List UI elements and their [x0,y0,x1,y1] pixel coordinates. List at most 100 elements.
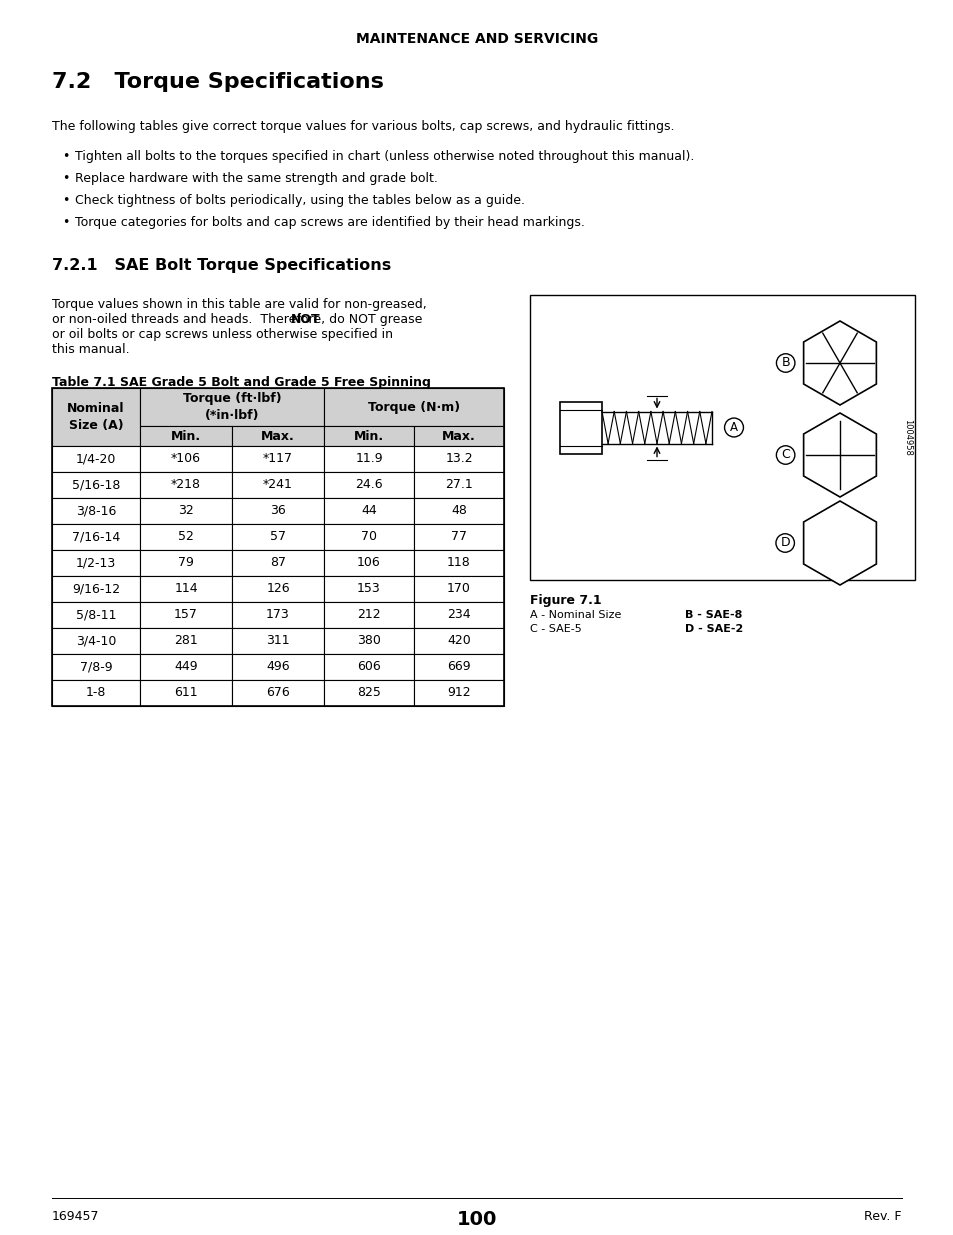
Text: 3/4-10: 3/4-10 [75,635,116,647]
Text: 153: 153 [356,583,380,595]
Polygon shape [802,412,876,496]
Bar [232,498,324,524]
Bar [232,655,324,680]
Text: 1/2-13: 1/2-13 [76,557,116,569]
Text: 234: 234 [447,609,471,621]
Text: 114: 114 [174,583,197,595]
Text: or non-oiled threads and heads.  Therefore, do NOT grease: or non-oiled threads and heads. Therefor… [52,312,422,326]
Bar [52,576,140,601]
Bar [232,472,324,498]
Bar [414,524,503,550]
Text: Table 7.1 SAE Grade 5 Bolt and Grade 5 Free Spinning: Table 7.1 SAE Grade 5 Bolt and Grade 5 F… [52,375,431,389]
Bar [232,601,324,629]
Bar [414,601,503,629]
Bar [52,388,140,446]
Bar [232,426,324,446]
Text: or oil bolts or cap screws unless otherwise specified in: or oil bolts or cap screws unless otherw… [52,329,393,341]
Text: 48: 48 [451,505,466,517]
Text: 118: 118 [447,557,471,569]
Text: *117: *117 [263,452,293,466]
Text: C: C [781,448,789,462]
Bar [232,576,324,601]
Bar [414,446,503,472]
Bar [324,472,414,498]
Bar [232,629,324,655]
Text: 912: 912 [447,687,471,699]
Bar [324,498,414,524]
Bar [414,426,503,446]
Text: 100: 100 [456,1210,497,1229]
Text: *106: *106 [171,452,201,466]
Bar [140,550,232,576]
Text: Min.: Min. [171,430,201,442]
Text: Check tightness of bolts periodically, using the tables below as a guide.: Check tightness of bolts periodically, u… [75,194,524,207]
Text: 3/8-16: 3/8-16 [75,505,116,517]
Text: 7.2   Torque Specifications: 7.2 Torque Specifications [52,72,383,91]
Text: B: B [781,357,789,369]
Text: 606: 606 [356,661,380,673]
Bar [52,680,140,706]
Bar [52,446,140,472]
Text: this manual.: this manual. [52,343,130,356]
Text: Torque values shown in this table are valid for non-greased,: Torque values shown in this table are va… [52,298,426,311]
Bar [52,498,140,524]
Text: D: D [780,536,789,550]
Text: 169457: 169457 [52,1210,99,1223]
Bar [52,524,140,550]
Text: 7.2.1   SAE Bolt Torque Specifications: 7.2.1 SAE Bolt Torque Specifications [52,258,391,273]
Bar [414,680,503,706]
Text: 311: 311 [266,635,290,647]
Text: 126: 126 [266,583,290,595]
Text: Rev. F: Rev. F [863,1210,901,1223]
Bar [559,401,601,453]
Text: 157: 157 [173,609,197,621]
Text: B - SAE-8: B - SAE-8 [684,610,741,620]
Bar [232,680,324,706]
Text: D - SAE-2: D - SAE-2 [684,624,742,634]
Bar [140,576,232,601]
Text: 106: 106 [356,557,380,569]
Bar [324,446,414,472]
Bar [324,680,414,706]
Text: 170: 170 [447,583,471,595]
Text: C - SAE-5: C - SAE-5 [530,624,581,634]
Text: Replace hardware with the same strength and grade bolt.: Replace hardware with the same strength … [75,172,437,185]
Bar [52,550,140,576]
Text: 79: 79 [178,557,193,569]
Text: 611: 611 [174,687,197,699]
Text: A - Nominal Size: A - Nominal Size [530,610,620,620]
Bar [530,295,914,580]
Bar [232,446,324,472]
Text: 9/16-12: 9/16-12 [71,583,120,595]
Text: •: • [62,149,70,163]
Bar [414,629,503,655]
Polygon shape [802,501,876,585]
Bar [140,426,232,446]
Bar [52,629,140,655]
Text: 5/16-18: 5/16-18 [71,478,120,492]
Text: Nominal
Size (A): Nominal Size (A) [67,403,125,432]
Bar [324,576,414,601]
Bar [324,426,414,446]
Bar [324,524,414,550]
Text: 32: 32 [178,505,193,517]
Text: Tighten all bolts to the torques specified in chart (unless otherwise noted thro: Tighten all bolts to the torques specifi… [75,149,694,163]
Bar [52,601,140,629]
Text: 173: 173 [266,609,290,621]
Bar [414,472,503,498]
Bar [52,388,503,706]
Text: 44: 44 [361,505,376,517]
Bar [140,472,232,498]
Bar [414,550,503,576]
Text: 676: 676 [266,687,290,699]
Bar [414,576,503,601]
Text: 27.1: 27.1 [445,478,473,492]
Text: 36: 36 [270,505,286,517]
Bar [140,524,232,550]
Bar [324,629,414,655]
Text: 420: 420 [447,635,471,647]
Text: Min.: Min. [354,430,384,442]
Text: 825: 825 [356,687,380,699]
Text: 13.2: 13.2 [445,452,473,466]
Text: 5/8-11: 5/8-11 [75,609,116,621]
